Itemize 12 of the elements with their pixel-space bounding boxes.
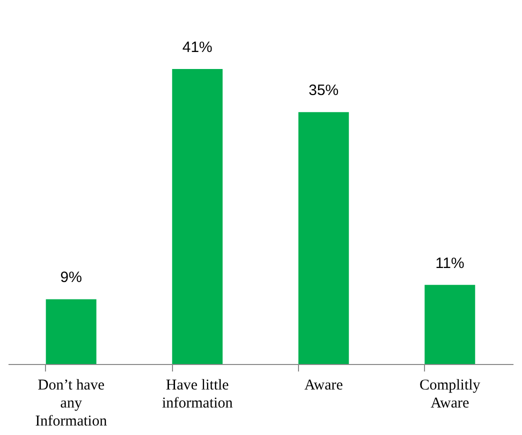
x-tick-label: Have little information (162, 378, 234, 412)
x-tick-label: Aware (304, 378, 344, 394)
data-label: 11% (435, 254, 464, 272)
x-tick-label: Complitly Aware (419, 378, 481, 412)
bar (424, 284, 476, 364)
bar (46, 299, 96, 364)
data-label: 35% (308, 82, 339, 100)
data-label: 41% (182, 39, 212, 56)
bar (298, 112, 349, 364)
bar (172, 69, 223, 364)
data-label: 9% (60, 269, 82, 286)
x-tick-label: Don’t have any Information (35, 378, 108, 430)
